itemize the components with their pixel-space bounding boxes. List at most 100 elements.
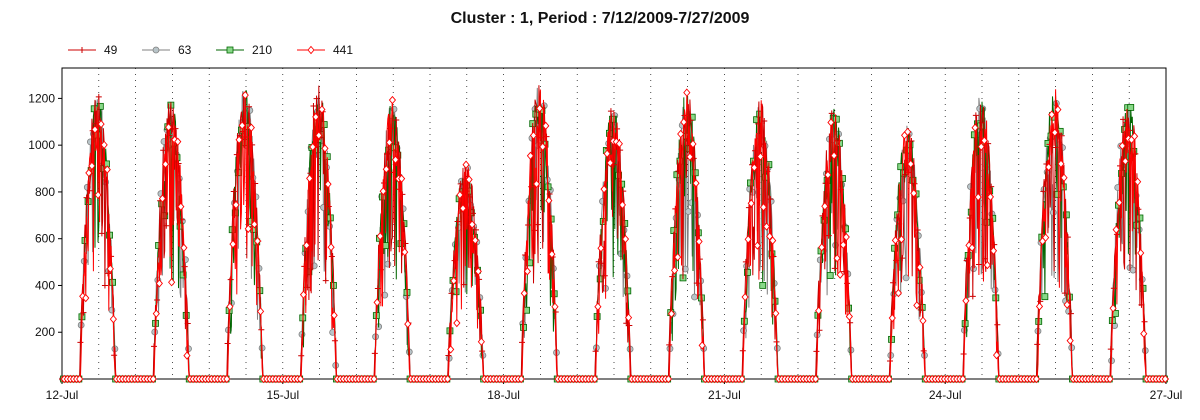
series-point xyxy=(818,243,826,252)
series-point xyxy=(393,116,400,123)
series-point xyxy=(962,296,970,305)
series-point xyxy=(845,312,853,321)
series-point xyxy=(979,119,985,126)
series-point xyxy=(109,314,117,324)
series-point xyxy=(1035,302,1044,311)
series-point xyxy=(693,280,700,287)
series-point xyxy=(1063,300,1071,309)
series-point xyxy=(105,270,111,277)
legend: 49 63 210 441 xyxy=(68,43,353,57)
series-point xyxy=(821,202,829,211)
series-point xyxy=(681,265,689,273)
series-point xyxy=(836,270,844,279)
legend-label: 63 xyxy=(178,43,192,57)
series-point xyxy=(769,236,777,245)
series-point xyxy=(246,103,253,110)
series-point xyxy=(612,137,620,146)
legend-label: 49 xyxy=(104,43,118,57)
series-point xyxy=(179,271,187,279)
series-point xyxy=(762,222,771,231)
series-point xyxy=(313,95,320,102)
y-tick-label: 200 xyxy=(35,325,55,339)
series-point xyxy=(992,350,1001,360)
series-point xyxy=(1060,173,1068,182)
series-point xyxy=(382,242,389,250)
series-point xyxy=(158,194,167,203)
series-point xyxy=(960,351,967,358)
series-point xyxy=(621,234,630,244)
series-point xyxy=(1118,141,1126,151)
series-point xyxy=(531,227,538,234)
series-point xyxy=(1051,128,1059,137)
series-point xyxy=(1052,144,1059,151)
series-point xyxy=(95,93,102,100)
series-point xyxy=(310,262,318,270)
series-point xyxy=(373,298,381,307)
series-point xyxy=(607,108,614,115)
series-point xyxy=(609,115,616,123)
y-tick-label: 800 xyxy=(35,185,55,199)
series-point xyxy=(155,279,163,288)
series-point xyxy=(1048,110,1056,119)
series-point xyxy=(750,163,758,172)
series-point xyxy=(766,232,774,241)
series-point xyxy=(597,244,605,253)
series-point xyxy=(972,112,979,119)
series-point xyxy=(680,117,688,127)
series-point xyxy=(82,293,90,303)
series-point xyxy=(96,102,104,110)
series-point xyxy=(1106,374,1114,384)
series-point xyxy=(959,374,967,384)
series-point xyxy=(79,47,85,53)
series-point xyxy=(161,160,170,169)
legend-item-49: 49 xyxy=(68,43,118,57)
series-point xyxy=(894,288,903,298)
series-point xyxy=(226,46,234,54)
series-point xyxy=(1045,162,1053,172)
series-point xyxy=(842,232,850,242)
series-point xyxy=(539,142,547,152)
series-point xyxy=(891,244,898,252)
series-point xyxy=(100,140,108,150)
series-point xyxy=(241,90,249,100)
series-point xyxy=(296,374,305,384)
series-point xyxy=(824,170,832,180)
series-point xyxy=(913,301,921,310)
x-tick-label: 15-Jul xyxy=(266,388,299,402)
series-point xyxy=(307,45,315,55)
series-point xyxy=(371,350,378,357)
series-point xyxy=(827,118,835,127)
series-point xyxy=(299,290,308,299)
series-point xyxy=(523,306,530,314)
series-point xyxy=(666,341,673,348)
chart-title: Cluster : 1, Period : 7/12/2009-7/27/200… xyxy=(450,10,750,27)
series-point xyxy=(450,276,458,285)
series-point xyxy=(907,159,915,169)
series-point xyxy=(244,224,252,233)
series-point xyxy=(815,306,823,315)
series-point xyxy=(683,88,691,97)
series-point xyxy=(324,179,332,189)
y-tick-label: 400 xyxy=(35,278,55,292)
series-point xyxy=(968,243,976,252)
series-point xyxy=(885,374,893,384)
series-point xyxy=(910,189,918,198)
series-point xyxy=(309,142,317,152)
legend-label: 441 xyxy=(333,43,353,57)
series-point xyxy=(670,266,679,275)
series-point xyxy=(970,265,977,273)
series-point xyxy=(526,259,534,267)
series-point xyxy=(759,282,767,289)
series-point xyxy=(453,318,461,328)
series-point xyxy=(911,180,918,187)
series-point xyxy=(828,110,835,117)
series-point xyxy=(986,192,995,202)
series-point xyxy=(615,139,623,148)
series-point xyxy=(175,160,182,167)
series-point xyxy=(101,282,108,289)
series-point xyxy=(833,253,841,263)
series-point xyxy=(1120,116,1127,123)
series-point xyxy=(97,119,105,129)
series-point xyxy=(462,160,470,169)
series-point xyxy=(591,374,599,384)
